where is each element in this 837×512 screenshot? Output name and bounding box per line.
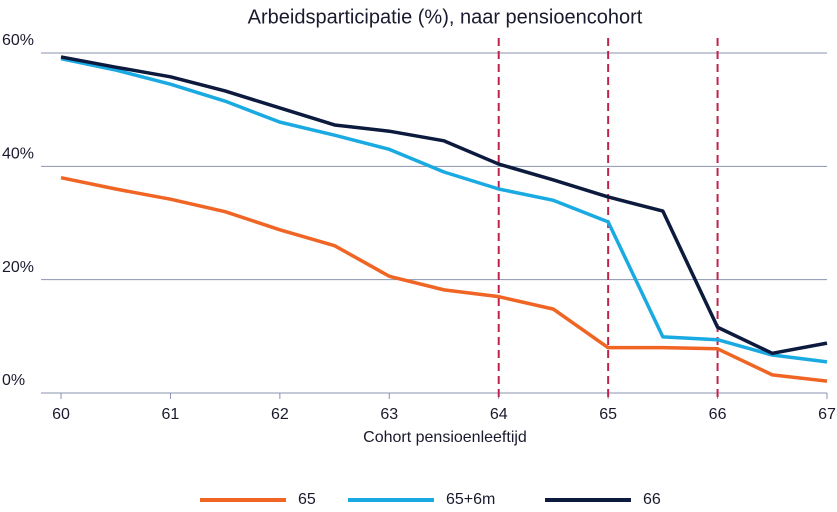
x-tick-label: 61 (162, 406, 180, 423)
legend-label: 65+6m (446, 491, 495, 508)
y-tick-label: 20% (2, 259, 34, 276)
y-tick-label: 60% (2, 32, 34, 49)
legend-label: 66 (643, 491, 661, 508)
legend-label: 65 (298, 491, 316, 508)
x-tick-label: 64 (490, 406, 508, 423)
x-tick-label: 66 (709, 406, 727, 423)
x-tick-label: 62 (271, 406, 289, 423)
y-tick-label: 0% (2, 372, 25, 389)
x-tick-label: 60 (52, 406, 70, 423)
chart-title: Arbeidsparticipatie (%), naar pensioenco… (248, 6, 643, 28)
series-line (60, 175, 828, 383)
series-line (60, 56, 828, 364)
y-tick-label: 40% (2, 146, 34, 163)
series-line (60, 55, 828, 356)
x-tick-label: 63 (380, 406, 398, 423)
x-tick-label: 67 (818, 406, 836, 423)
x-axis-label: Cohort pensioenleeftijd (363, 429, 527, 446)
x-tick-label: 65 (599, 406, 617, 423)
